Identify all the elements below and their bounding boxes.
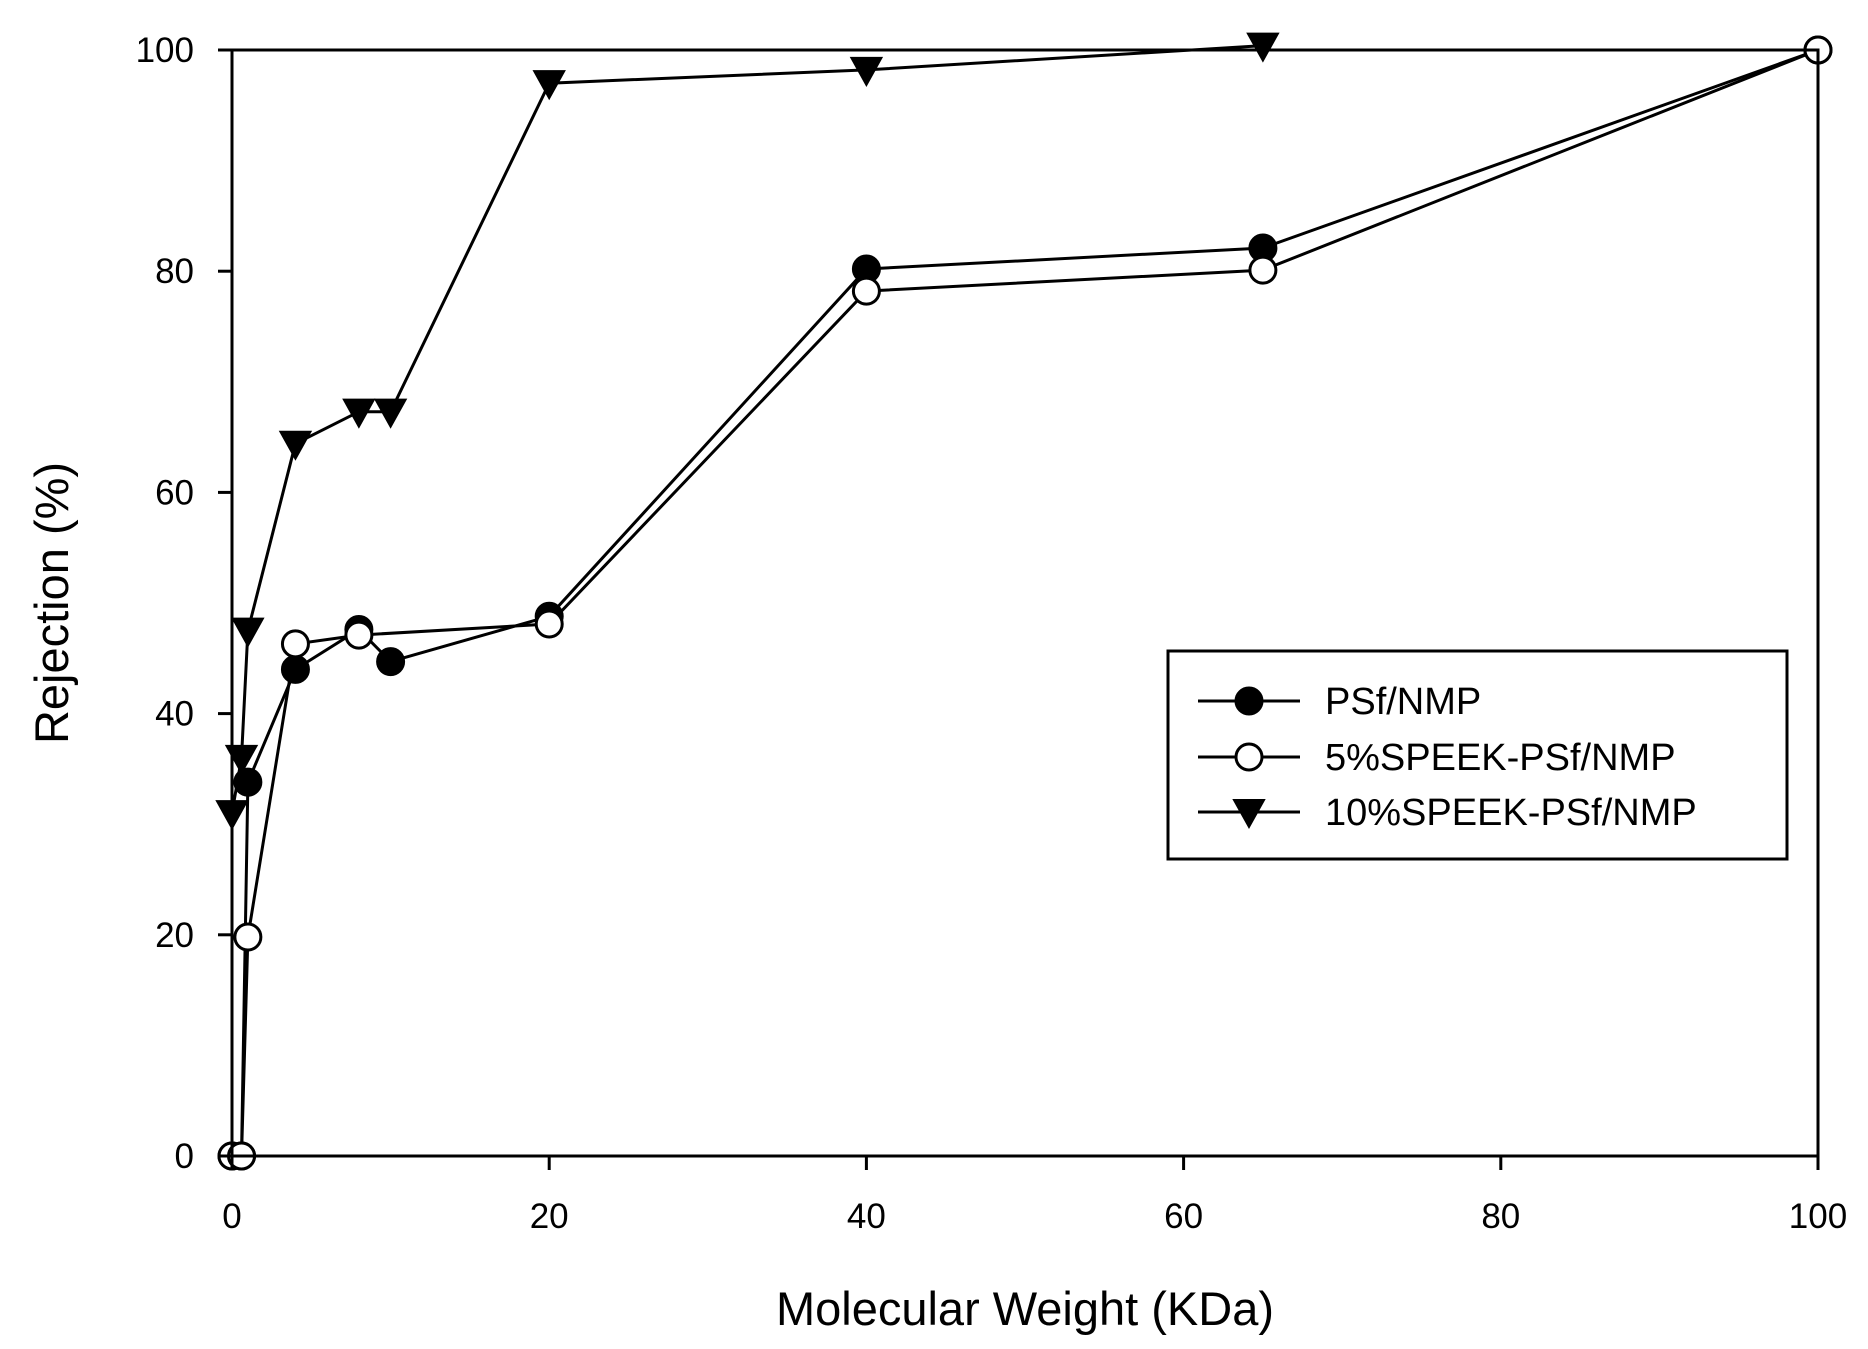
plot-layer	[215, 32, 1833, 1171]
data-point-psf-nmp-2	[233, 767, 263, 797]
y-tick-label-80: 80	[155, 252, 194, 291]
x-axis: 0 20 40 60 80 100	[222, 1156, 1847, 1236]
legend-marker-10pctspeek-psf-nmp	[1232, 799, 1266, 830]
y-axis: 0 20 40 60 80 100	[136, 31, 232, 1176]
x-tick-label-0: 0	[222, 1197, 241, 1236]
y-tick-label-20: 20	[155, 916, 194, 955]
data-point-psf-nmp-5	[376, 647, 406, 677]
plot-frame	[230, 48, 1820, 1158]
x-tick-label-80: 80	[1481, 1197, 1520, 1236]
data-point-5pctspeek-psf-nmp-3	[280, 629, 310, 659]
x-tick-label-40: 40	[847, 1197, 886, 1236]
legend-label-psf-nmp: PSf/NMP	[1325, 681, 1481, 723]
data-point-10pctspeek-psf-nmp-6	[532, 70, 566, 101]
y-tick-label-0: 0	[175, 1137, 194, 1176]
data-point-5pctspeek-psf-nmp-7	[1248, 255, 1278, 285]
data-point-5pctspeek-psf-nmp-5	[534, 609, 564, 639]
x-tick-label-20: 20	[530, 1197, 569, 1236]
data-point-10pctspeek-psf-nmp-1	[224, 744, 259, 775]
x-tick-label-60: 60	[1164, 1197, 1203, 1236]
y-tick-label-100: 100	[136, 31, 194, 70]
series-line-psf-nmp	[232, 48, 1819, 1158]
data-point-psf-nmp-3	[280, 654, 310, 684]
data-point-5pctspeek-psf-nmp-6	[851, 276, 881, 306]
data-point-10pctspeek-psf-nmp-4	[342, 398, 376, 429]
data-point-5pctspeek-psf-nmp-2	[233, 922, 263, 952]
legend-label-10pctspeek-psf-nmp: 10%SPEEK-PSf/NMP	[1325, 792, 1697, 834]
legend-box	[1166, 649, 1789, 861]
data-point-5pctspeek-psf-nmp-4	[344, 620, 374, 650]
y-axis-title: Rejection (%)	[25, 462, 78, 744]
x-axis-title: Molecular Weight (KDa)	[776, 1282, 1274, 1335]
legend-marker-5pctspeek-psf-nmp	[1234, 742, 1264, 772]
data-point-10pctspeek-psf-nmp-5	[373, 398, 408, 429]
series-10pctspeek-psf-nmp	[215, 32, 1280, 831]
data-point-10pctspeek-psf-nmp-3	[278, 430, 313, 461]
x-tick-label-100: 100	[1789, 1197, 1847, 1236]
legend: PSf/NMP 5%SPEEK-PSf/NMP 10%SPEEK-PSf/NMP	[1166, 649, 1789, 861]
legend-entries: PSf/NMP 5%SPEEK-PSf/NMP 10%SPEEK-PSf/NMP	[1198, 681, 1697, 834]
data-point-10pctspeek-psf-nmp-7	[849, 56, 884, 87]
legend-marker-psf-nmp	[1234, 686, 1264, 716]
legend-label-5pctspeek-psf-nmp: 5%SPEEK-PSf/NMP	[1325, 737, 1676, 779]
y-tick-label-60: 60	[155, 473, 194, 512]
data-point-10pctspeek-psf-nmp-2	[231, 617, 265, 648]
y-tick-label-40: 40	[155, 695, 194, 734]
data-point-10pctspeek-psf-nmp-8	[1246, 32, 1280, 63]
